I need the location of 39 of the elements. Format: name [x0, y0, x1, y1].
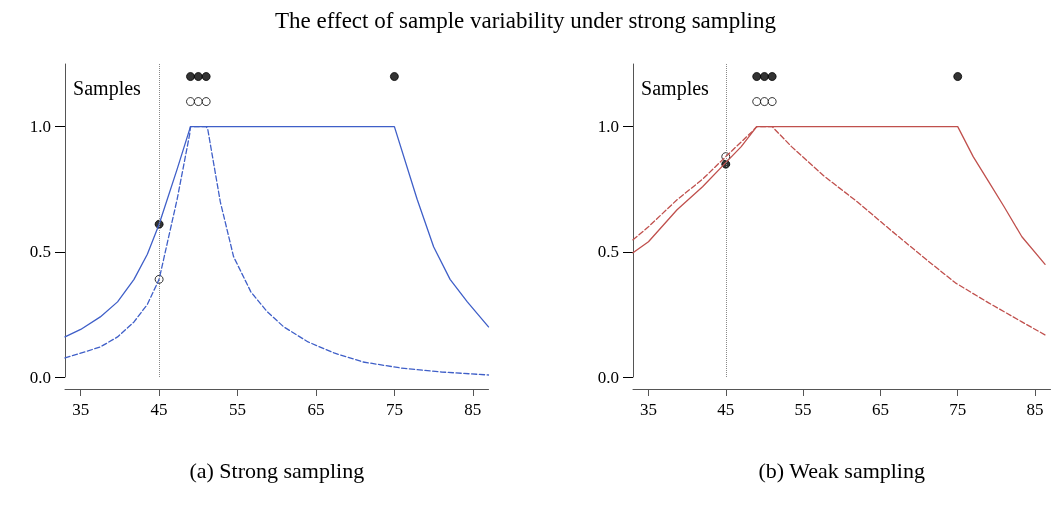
y-tick-label: 0.0: [29, 367, 51, 387]
point: [185, 72, 195, 82]
point: [389, 72, 399, 82]
y-tick-label: 1.0: [597, 117, 619, 137]
y-tick-label: 0.5: [597, 242, 619, 262]
x-tick-label: 45: [150, 400, 168, 419]
x-tick-label: 85: [1026, 400, 1044, 419]
x-tick-label: 55: [794, 400, 812, 419]
annotation: Samples: [73, 77, 142, 100]
x-tick-label: 35: [639, 400, 657, 419]
point: [751, 97, 761, 107]
x-tick-label: 35: [72, 400, 90, 419]
y-tick-label: 0.0: [597, 367, 619, 387]
y-tick-label: 0.5: [29, 242, 51, 262]
point: [201, 72, 211, 82]
chart-title: The effect of sample variability under strong sampling: [274, 8, 777, 34]
x-tick-label: 55: [229, 400, 247, 419]
point: [193, 97, 203, 107]
point: [193, 72, 203, 82]
point: [759, 72, 769, 82]
line-series: [631, 125, 1046, 336]
x-tick-label: 75: [948, 400, 966, 419]
x-axis-title: (b) Weak sampling: [758, 457, 925, 483]
x-tick-label: 65: [307, 400, 325, 419]
y-tick-label: 1.0: [29, 117, 51, 137]
point: [952, 72, 962, 82]
x-tick-label: 45: [716, 400, 734, 419]
point: [201, 97, 211, 107]
x-axis-title: (a) Strong sampling: [189, 457, 365, 483]
x-tick-label: 75: [385, 400, 403, 419]
point: [767, 72, 777, 82]
line-series: [64, 125, 490, 376]
x-tick-label: 65: [871, 400, 889, 419]
point: [751, 72, 761, 82]
point: [767, 97, 777, 107]
annotation: Samples: [640, 77, 709, 100]
point: [185, 97, 195, 107]
x-tick-label: 85: [464, 400, 482, 419]
point: [759, 97, 769, 107]
